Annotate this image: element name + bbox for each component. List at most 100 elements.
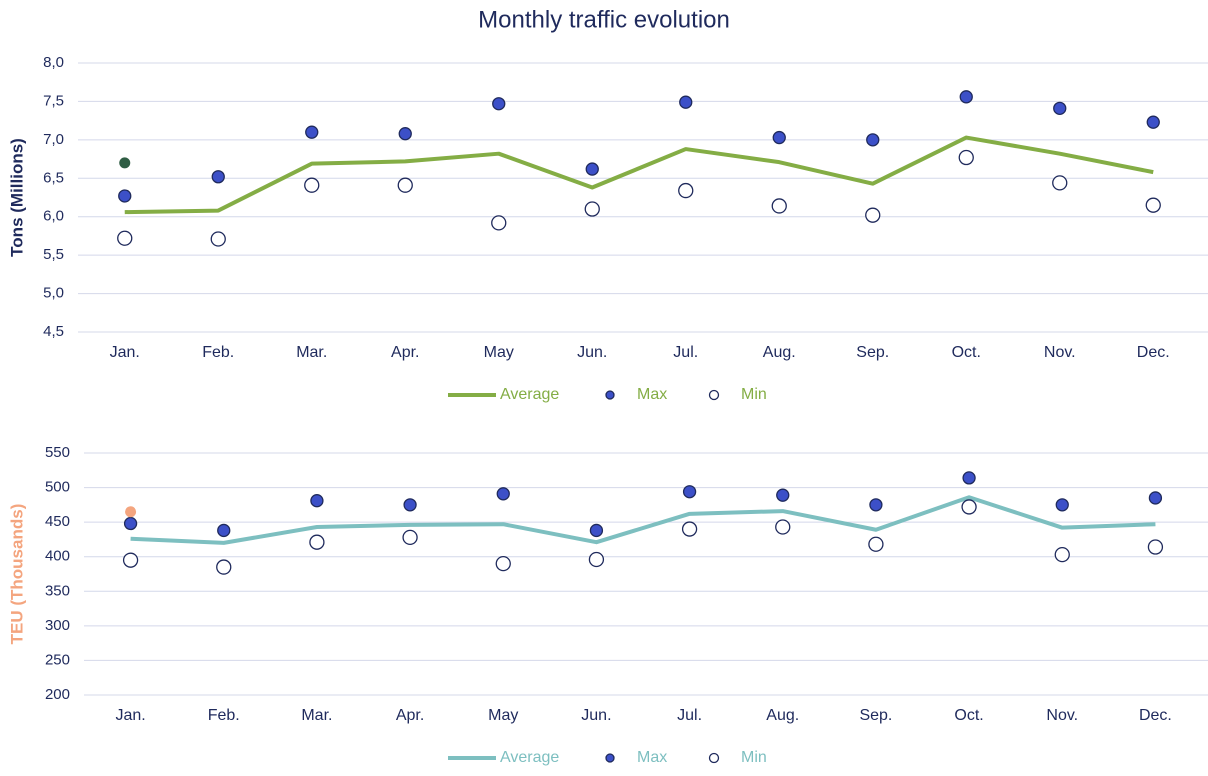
- y-tick-label: 6,0: [43, 208, 64, 225]
- max-marker: [1146, 115, 1160, 129]
- max-marker: [217, 523, 231, 538]
- min-marker: [588, 551, 605, 568]
- legend-label: Average: [500, 386, 559, 403]
- max-marker: [679, 95, 693, 109]
- x-tick-label: Jan.: [110, 344, 140, 361]
- x-tick-label: Nov.: [1044, 344, 1076, 361]
- legend-label: Average: [500, 749, 559, 766]
- min-marker: [495, 555, 511, 572]
- x-tick-label: Mar.: [301, 707, 332, 724]
- max-marker: [305, 125, 319, 139]
- x-tick-label: Oct.: [952, 344, 981, 361]
- min-marker: [681, 521, 698, 537]
- legend-label: Min: [741, 386, 767, 403]
- y-tick-label: 550: [45, 444, 70, 461]
- y-tick-label: 8,0: [43, 54, 64, 71]
- max-marker: [772, 130, 786, 145]
- x-tick-label: Aug.: [766, 707, 799, 724]
- x-tick-label: Jun.: [581, 707, 611, 724]
- x-tick-label: Oct.: [954, 707, 983, 724]
- x-tick-label: Sep.: [859, 707, 892, 724]
- max-marker: [118, 189, 132, 203]
- min-marker: [961, 499, 977, 515]
- min-marker: [865, 207, 881, 223]
- y-tick-label: 7,0: [43, 131, 64, 148]
- x-tick-label: Sep.: [856, 344, 889, 361]
- x-tick-label: Aug.: [763, 344, 796, 361]
- x-tick-label: May: [488, 707, 518, 724]
- legend-label: Min: [741, 749, 767, 766]
- legend-label: Max: [637, 386, 667, 403]
- max-marker: [123, 516, 138, 531]
- y-tick-label: 250: [45, 651, 70, 668]
- max-marker: [310, 494, 324, 508]
- extra-point: [119, 157, 131, 169]
- min-marker: [402, 529, 418, 546]
- legend-swatch: [708, 389, 720, 401]
- max-marker: [866, 133, 880, 147]
- min-marker: [584, 201, 600, 217]
- min-marker: [309, 534, 325, 550]
- min-marker: [1145, 197, 1161, 213]
- max-marker: [492, 97, 506, 111]
- min-marker: [775, 519, 791, 535]
- max-marker: [398, 127, 412, 141]
- min-marker: [868, 536, 884, 552]
- average-line: [124, 135, 1154, 215]
- max-marker: [776, 488, 790, 502]
- x-tick-label: Dec.: [1139, 707, 1172, 724]
- max-marker: [496, 487, 510, 501]
- x-tick-label: Jul.: [673, 344, 698, 361]
- legend-label: Max: [637, 749, 667, 766]
- x-tick-label: Dec.: [1137, 344, 1170, 361]
- y-axis-title: Tons (Millions): [7, 138, 26, 257]
- legend-swatch: [605, 753, 615, 763]
- min-marker: [958, 149, 974, 166]
- x-tick-label: Jan.: [115, 707, 145, 724]
- max-marker: [682, 485, 697, 499]
- min-marker: [397, 177, 413, 193]
- y-tick-label: 350: [45, 582, 70, 599]
- y-tick-label: 300: [45, 617, 70, 634]
- x-tick-label: Mar.: [296, 344, 327, 361]
- x-tick-label: Jul.: [677, 707, 702, 724]
- y-tick-label: 450: [45, 513, 70, 530]
- legend-swatch: [605, 390, 615, 400]
- y-tick-label: 5,0: [43, 285, 64, 302]
- min-marker: [304, 177, 320, 193]
- chart-title: Monthly traffic evolution: [478, 6, 730, 33]
- max-marker: [211, 170, 225, 184]
- x-tick-label: Apr.: [391, 344, 419, 361]
- min-marker: [771, 198, 787, 214]
- x-tick-label: Jun.: [577, 344, 607, 361]
- x-tick-label: Feb.: [202, 344, 234, 361]
- y-tick-label: 200: [45, 686, 70, 703]
- y-tick-label: 400: [45, 548, 70, 565]
- extra-point: [125, 506, 137, 518]
- y-tick-label: 6,5: [43, 169, 64, 186]
- min-marker: [122, 552, 139, 568]
- min-marker: [491, 215, 507, 231]
- x-tick-label: May: [484, 344, 514, 361]
- legend-swatch: [708, 752, 720, 764]
- min-marker: [210, 231, 226, 247]
- max-marker: [1055, 498, 1069, 512]
- min-marker: [1052, 175, 1068, 191]
- max-marker: [959, 90, 973, 104]
- min-marker: [117, 230, 133, 246]
- min-marker: [1054, 546, 1070, 563]
- x-tick-label: Feb.: [208, 707, 240, 724]
- y-tick-label: 5,5: [43, 246, 64, 263]
- min-marker: [216, 559, 232, 575]
- average-line: [130, 495, 1156, 545]
- max-marker: [589, 523, 604, 538]
- max-marker: [869, 498, 883, 512]
- y-tick-label: 7,5: [43, 92, 64, 109]
- max-marker: [1148, 491, 1163, 505]
- max-marker: [403, 498, 417, 512]
- x-tick-label: Nov.: [1046, 707, 1078, 724]
- max-marker: [1053, 101, 1067, 115]
- y-tick-label: 500: [45, 479, 70, 496]
- min-marker: [678, 182, 694, 199]
